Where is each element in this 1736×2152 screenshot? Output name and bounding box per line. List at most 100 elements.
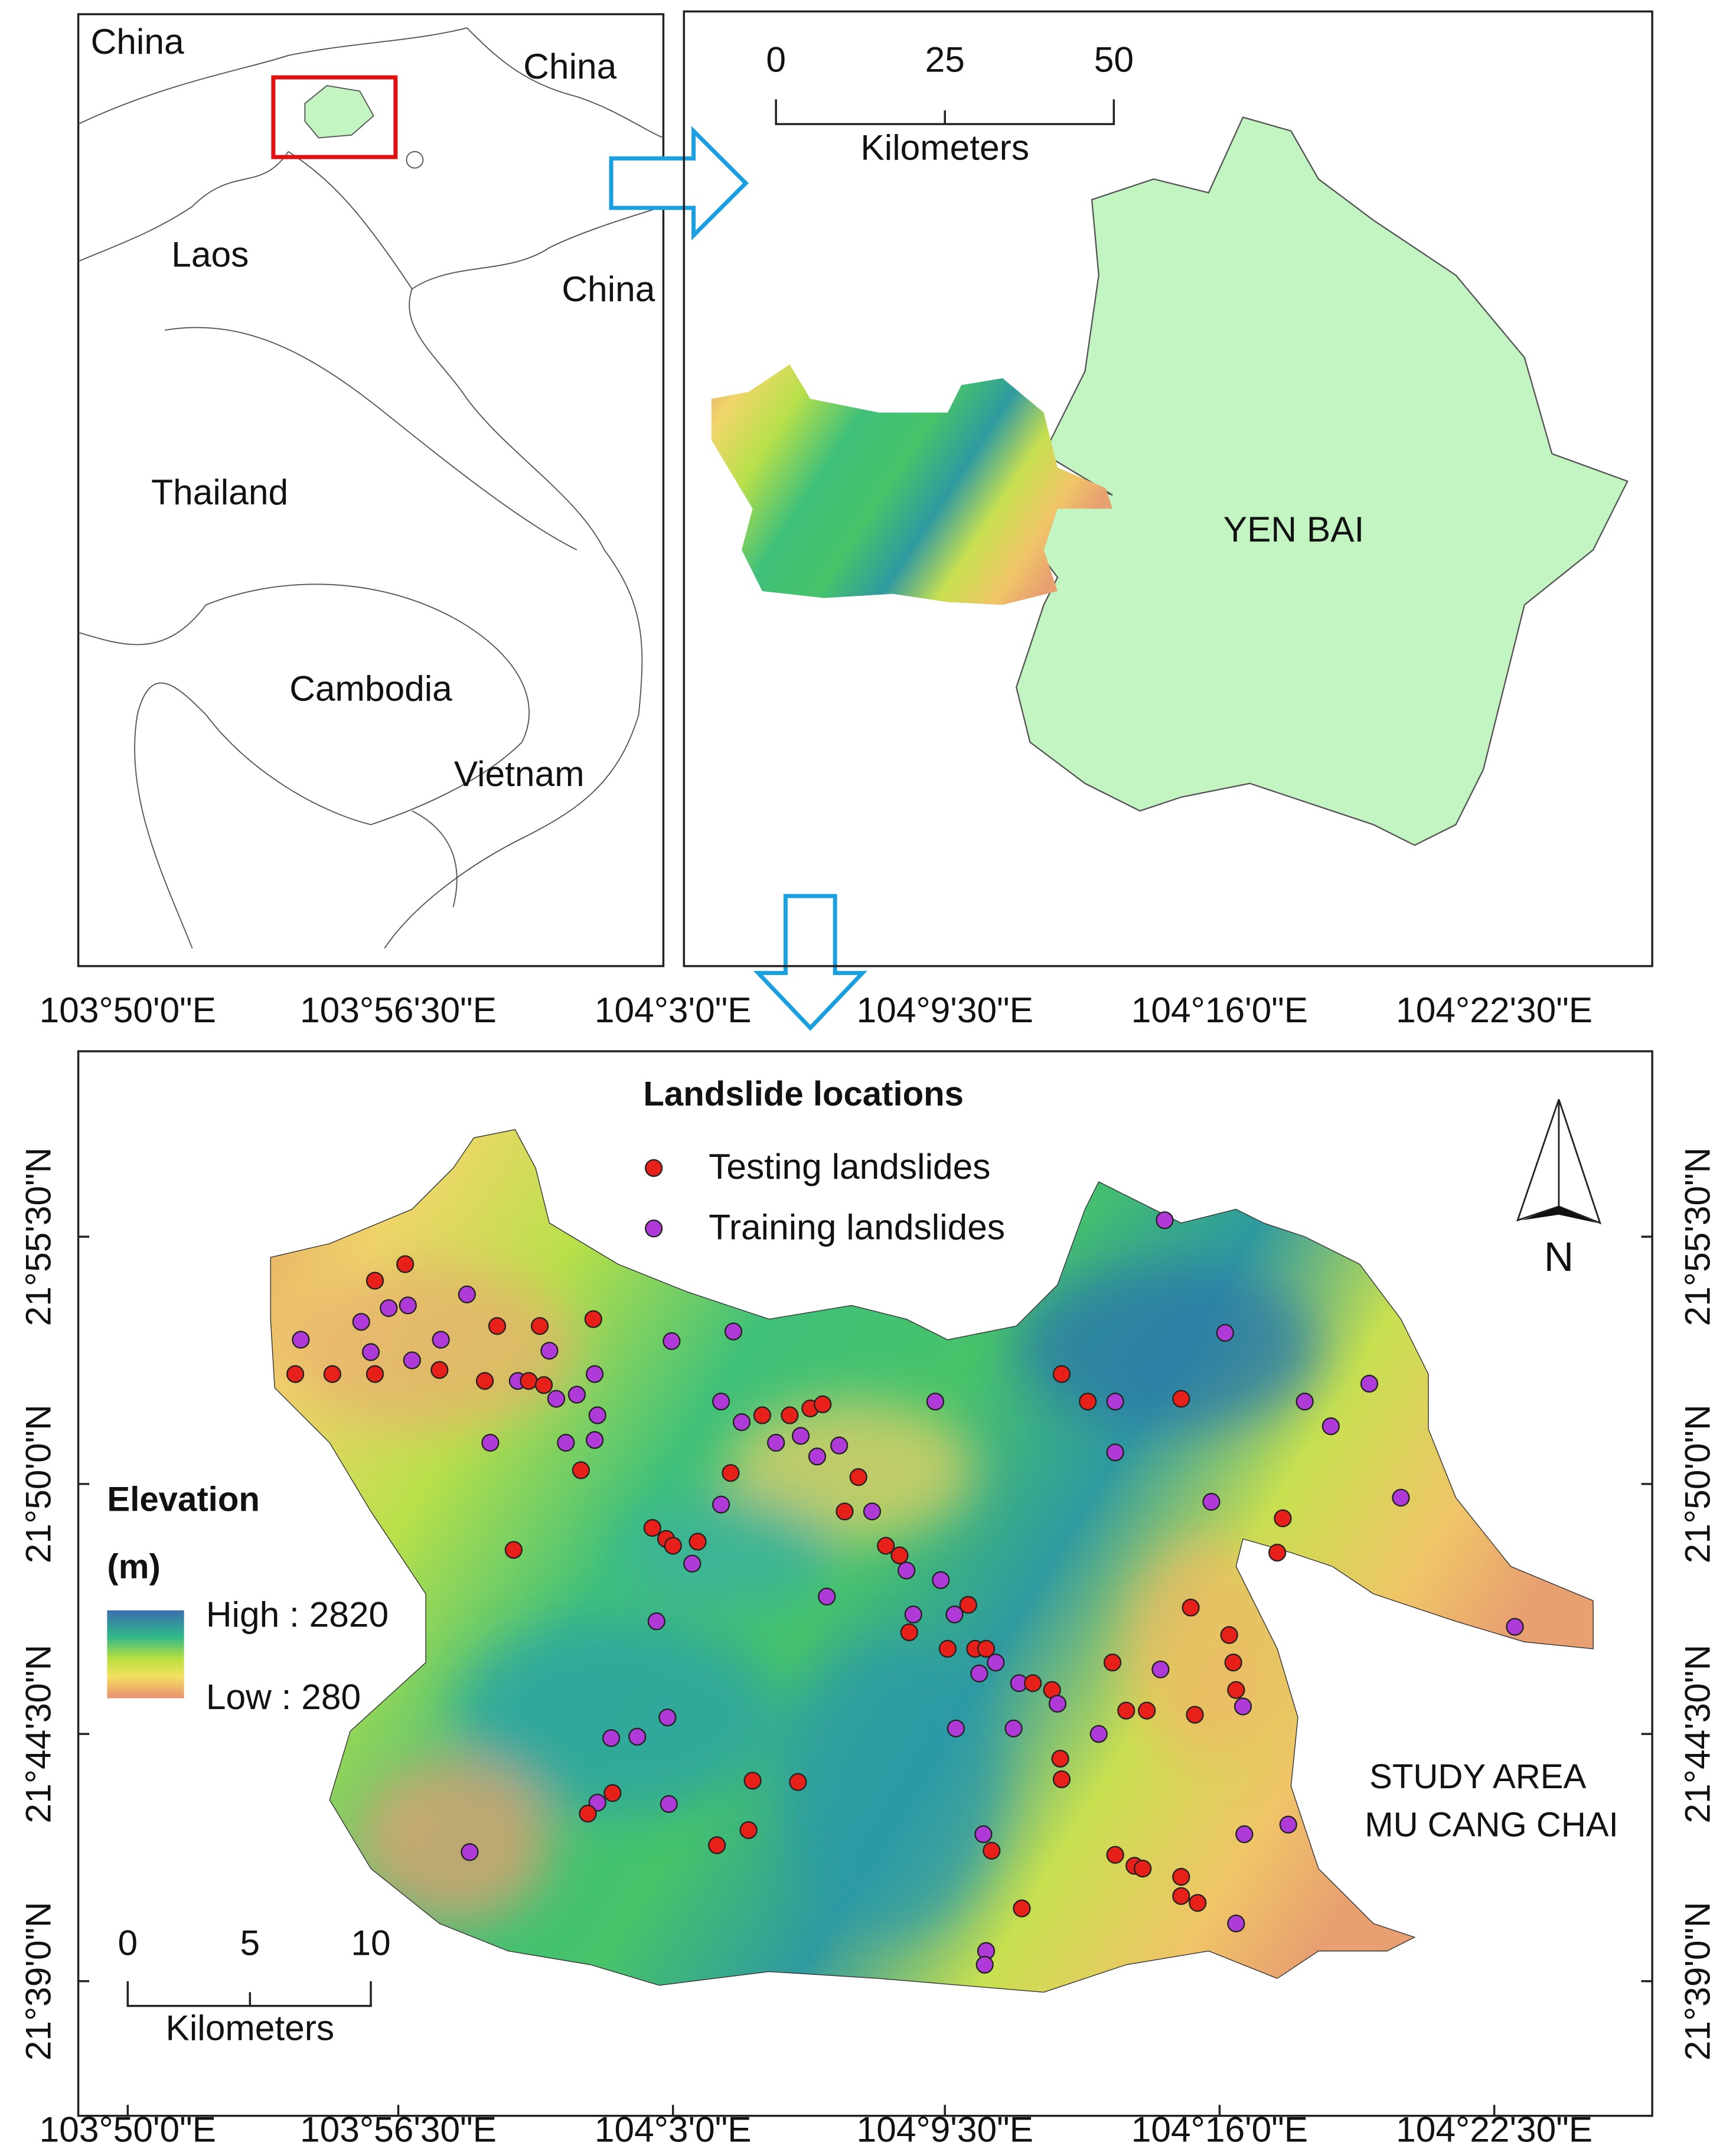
longitude-label: 104°22'30"E (1396, 990, 1593, 1030)
training-landslide (1279, 1815, 1297, 1834)
testing-landslide (890, 1546, 909, 1564)
training-landslide (663, 1332, 681, 1351)
training-landslide (567, 1385, 586, 1404)
landslide-points (286, 1211, 1524, 1974)
training-landslide (1151, 1660, 1170, 1678)
training-landslide (712, 1495, 730, 1514)
testing-landslide (1023, 1674, 1042, 1693)
testing-landslide (814, 1395, 832, 1414)
training-landslide (432, 1331, 450, 1349)
testing-landslide (534, 1376, 553, 1394)
training-landslide (863, 1502, 882, 1521)
testing-landslide (1227, 1681, 1245, 1699)
training-landslide (970, 1664, 988, 1683)
training-landslide (399, 1296, 417, 1315)
training-landslide (975, 1955, 994, 1974)
arrow-right (609, 126, 749, 240)
training-landslide (352, 1313, 370, 1331)
training-landslide (361, 1343, 380, 1361)
yen-bai-inset (304, 85, 374, 139)
testing-landslide (1186, 1706, 1204, 1724)
training-landslide (1156, 1211, 1174, 1230)
island (406, 151, 424, 169)
testing-landslide (739, 1821, 758, 1840)
country-label: China (91, 21, 184, 61)
testing-landslide (836, 1502, 854, 1521)
elevation-low: Low : 280 (206, 1677, 361, 1717)
country-label: Laos (171, 234, 249, 275)
scale-label: 50 (1094, 39, 1134, 79)
testing-landslide (977, 1639, 996, 1658)
testing-landslide (877, 1537, 895, 1555)
testing-landslide (1051, 1749, 1069, 1768)
testing-landslide (1134, 1859, 1152, 1878)
elevation-ramp (107, 1610, 184, 1698)
training-landslide (586, 1431, 604, 1449)
testing-landslide (488, 1317, 507, 1335)
legend-title: Landslide locations (643, 1075, 964, 1113)
longitude-label: 104°22'30"E (1396, 2109, 1593, 2150)
training-landslide (1235, 1825, 1254, 1844)
training-landslide (1321, 1417, 1340, 1436)
testing-landslide (1052, 1365, 1071, 1383)
testing-landslide (520, 1372, 538, 1390)
legend-label: Testing landslides (709, 1146, 990, 1186)
training-landslide (945, 1605, 964, 1623)
testing-landslide (1274, 1509, 1292, 1528)
testing-landslide (1103, 1654, 1122, 1672)
elevation-high: High : 2820 (206, 1594, 389, 1634)
testing-landslide (688, 1533, 707, 1551)
testing-landslide (849, 1468, 867, 1486)
training-landslide (1106, 1393, 1124, 1411)
testing-landslide (1172, 1390, 1190, 1408)
longitude-label: 104°9'30"E (857, 990, 1033, 1030)
latitude-label: 21°50'0"N (18, 1404, 58, 1563)
longitude-label: 104°3'0"E (595, 990, 752, 1030)
training-landslide (1202, 1492, 1221, 1511)
training-landslide (791, 1427, 810, 1445)
longitude-label: 104°16'0"E (1131, 2109, 1308, 2150)
training-landslide (932, 1571, 950, 1589)
training-landslide (547, 1390, 566, 1408)
country-label: Vietnam (454, 754, 585, 794)
inset-frame (77, 13, 665, 967)
longitude-label: 103°50'0"E (40, 990, 216, 1030)
training-landslide (818, 1587, 836, 1606)
scale-bar (775, 99, 1115, 125)
training-landslide (898, 1561, 916, 1580)
testing-landslide (753, 1406, 772, 1424)
north-label: N (1544, 1234, 1574, 1280)
training-landslide (1227, 1914, 1245, 1933)
legend-marker (645, 1220, 663, 1238)
training-landslide (1360, 1374, 1379, 1393)
training-landslide (1004, 1719, 1023, 1737)
province-frame (683, 10, 1653, 967)
training-landslide (1392, 1488, 1410, 1507)
latitude-label: 21°39'0"N (18, 1902, 58, 2060)
testing-landslide (430, 1361, 449, 1379)
training-landslide (974, 1825, 993, 1844)
testing-landslide (579, 1804, 597, 1823)
training-landslide (1048, 1694, 1067, 1713)
testing-landslide (1138, 1701, 1156, 1720)
training-landslide (540, 1342, 559, 1360)
latitude-label: 21°55'30"N (1677, 1147, 1717, 1326)
scale-unit: Kilometers (860, 127, 1029, 167)
testing-landslide (1220, 1626, 1238, 1644)
legend-label: Training landslides (709, 1207, 1005, 1247)
legend-marker (645, 1159, 663, 1177)
training-landslide (380, 1299, 398, 1318)
latitude-label: 21°39'0"N (1677, 1902, 1717, 2060)
country-label: China (562, 269, 655, 309)
study-frame (77, 1050, 1653, 2117)
training-landslide (292, 1331, 310, 1349)
training-landslide (724, 1322, 743, 1341)
testing-landslide (1182, 1599, 1200, 1617)
longitude-label: 104°9'30"E (857, 2109, 1033, 2150)
testing-landslide (396, 1255, 415, 1273)
area-label: STUDY AREA (1369, 1758, 1586, 1796)
testing-landslide (781, 1406, 799, 1424)
testing-landslide (1106, 1845, 1124, 1864)
latitude-label: 21°44'30"N (1677, 1645, 1717, 1824)
training-landslide (1296, 1393, 1314, 1411)
